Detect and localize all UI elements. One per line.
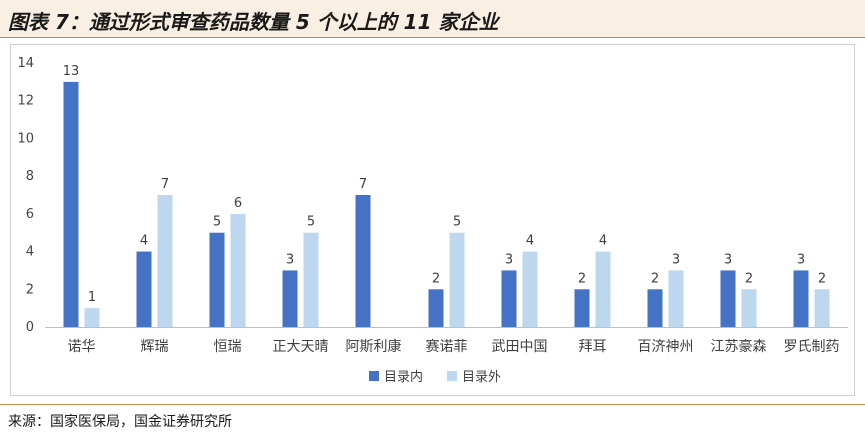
data-label: 3 [724,252,732,267]
x-tick-label: 百济神州 [638,339,694,355]
x-tick-label: 拜耳 [579,339,607,355]
data-label: 2 [651,271,659,286]
x-tick-label: 江苏豪森 [711,339,767,355]
bar [449,232,465,327]
y-tick-label: 8 [26,169,34,184]
bar [793,270,809,327]
bar [522,251,538,327]
y-tick-label: 0 [26,320,34,335]
y-tick-label: 14 [17,56,34,71]
legend-label: 目录外 [462,370,501,385]
data-label: 7 [161,177,169,192]
data-label: 2 [818,271,826,286]
data-label: 4 [140,234,148,249]
data-label: 2 [745,271,753,286]
footer-divider [0,404,865,405]
data-label: 2 [578,271,586,286]
data-label: 4 [526,234,534,249]
data-label: 13 [63,64,80,79]
data-label: 3 [672,252,680,267]
x-tick-label: 阿斯利康 [346,338,402,355]
legend-swatch [447,371,457,381]
y-tick-label: 4 [26,245,34,260]
x-tick-label: 赛诺菲 [426,339,468,355]
x-tick-label: 正大天晴 [273,339,329,355]
data-label: 5 [213,215,221,230]
bar [230,213,246,327]
bar [595,251,611,327]
chart-frame [10,44,855,396]
bar [428,289,444,327]
data-label: 3 [797,252,805,267]
source-note: 来源：国家医保局，国金证券研究所 [8,414,232,430]
bar [741,289,757,327]
bar [303,232,319,327]
x-tick-label: 恒瑞 [214,339,242,355]
x-tick-label: 诺华 [68,339,96,355]
y-tick-label: 2 [26,282,34,297]
bar [63,81,79,327]
data-label: 1 [88,290,96,305]
data-label: 5 [307,215,315,230]
x-tick-label: 辉瑞 [141,339,169,355]
bar [720,270,736,327]
bar [84,308,100,327]
data-label: 7 [359,177,367,192]
x-tick-label: 武田中国 [492,339,548,355]
bar [501,270,517,327]
x-tick-label: 罗氏制药 [784,339,840,355]
bar [209,232,225,327]
bar [136,251,152,327]
bar [814,289,830,327]
page-title: 图表 7：通过形式审查药品数量 5 个以上的 11 家企业 [8,10,499,34]
data-label: 4 [599,234,607,249]
data-label: 3 [286,252,294,267]
bar [157,195,173,327]
bar [574,289,590,327]
legend-swatch [369,371,379,381]
bar [668,270,684,327]
bar-chart: 02468101214131诺华47辉瑞56恒瑞35正大天晴7阿斯利康25赛诺菲… [10,44,855,396]
legend-label: 目录内 [384,369,423,385]
data-label: 5 [453,215,461,230]
bar [355,195,371,327]
y-tick-label: 10 [17,131,34,146]
data-label: 6 [234,196,242,211]
title-bar: 图表 7：通过形式审查药品数量 5 个以上的 11 家企业 [0,0,865,38]
y-tick-label: 12 [17,94,34,109]
data-label: 3 [505,252,513,267]
y-tick-label: 6 [26,207,34,222]
bar [647,289,663,327]
bar [282,270,298,327]
data-label: 2 [432,271,440,286]
